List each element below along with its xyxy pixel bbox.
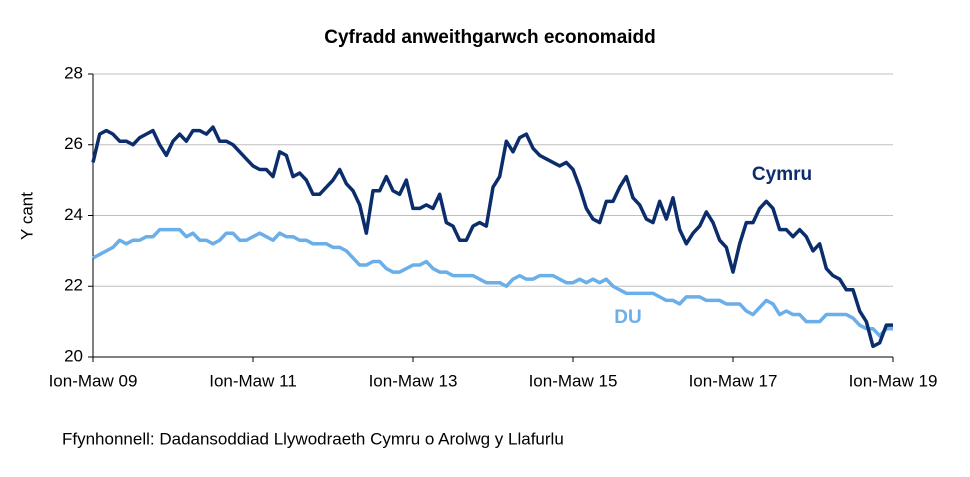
y-axis-label: Y cant [17, 192, 36, 240]
x-tick-label: Ion-Maw 19 [849, 371, 938, 390]
source-note: Ffynhonnell: Dadansoddiad Llywodraeth Cy… [62, 429, 564, 448]
series-label: Cymru [752, 164, 812, 185]
y-tick-label: 22 [64, 276, 83, 295]
x-tick-label: Ion-Maw 09 [49, 371, 138, 390]
x-tick-label: Ion-Maw 13 [369, 371, 458, 390]
x-tick-label: Ion-Maw 15 [529, 371, 618, 390]
y-tick-label: 20 [64, 346, 83, 365]
series-line [92, 227, 893, 338]
x-tick-label: Ion-Maw 11 [209, 371, 297, 390]
series-label: DU [614, 307, 641, 328]
series-line [91, 125, 893, 349]
chart-title: Cyfradd anweithgarwch economaidd [324, 27, 656, 48]
y-tick-label: 28 [64, 63, 83, 82]
y-tick-label: 26 [64, 134, 83, 153]
x-tick-label: Ion-Maw 17 [689, 371, 778, 390]
y-tick-label: 24 [64, 205, 83, 224]
